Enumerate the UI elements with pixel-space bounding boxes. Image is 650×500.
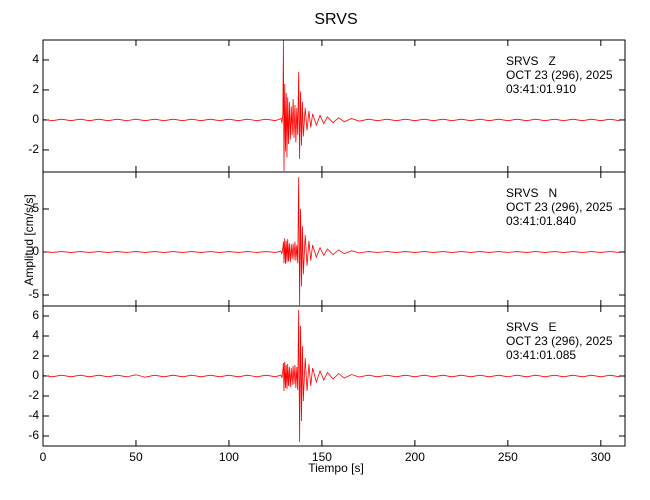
station-info: 03:41:01.910 [506, 82, 576, 96]
x-tick-label: 0 [40, 450, 47, 464]
y-tick-label: 0 [32, 112, 39, 126]
station-info: OCT 23 (296), 2025 [506, 200, 613, 214]
x-tick-label: 300 [591, 450, 611, 464]
y-tick-label: 6 [32, 308, 39, 322]
station-info: SRVS E [506, 320, 556, 334]
x-tick-label: 200 [405, 450, 425, 464]
x-tick-label: 50 [129, 450, 143, 464]
station-info: SRVS Z [506, 54, 556, 68]
y-tick-label: -2 [28, 388, 39, 402]
station-info: OCT 23 (296), 2025 [506, 334, 613, 348]
x-tick-label: 150 [312, 450, 332, 464]
y-tick-label: -5 [28, 287, 39, 301]
y-tick-label: 2 [32, 82, 39, 96]
station-info: 03:41:01.085 [506, 348, 576, 362]
y-tick-label: 4 [32, 52, 39, 66]
x-tick-label: 250 [498, 450, 518, 464]
x-tick-label: 100 [219, 450, 239, 464]
waveform [42, 177, 620, 306]
y-tick-label: 0 [32, 368, 39, 382]
y-tick-label: -4 [28, 408, 39, 422]
y-axis-label: Amplitud [cm/s/s] [22, 194, 36, 285]
station-info: 03:41:01.840 [506, 214, 576, 228]
x-axis-label: Tiempo [s] [308, 461, 364, 475]
y-tick-label: 4 [32, 328, 39, 342]
station-info: OCT 23 (296), 2025 [506, 68, 613, 82]
chart-title: SRVS [314, 11, 357, 28]
waveform [42, 309, 620, 443]
y-tick-label: 0 [32, 244, 39, 258]
y-tick-label: -2 [28, 142, 39, 156]
station-info: SRVS N [506, 186, 557, 200]
y-tick-label: 2 [32, 348, 39, 362]
y-tick-label: -6 [28, 428, 39, 442]
waveform [42, 40, 620, 171]
y-tick-label: 5 [32, 201, 39, 215]
